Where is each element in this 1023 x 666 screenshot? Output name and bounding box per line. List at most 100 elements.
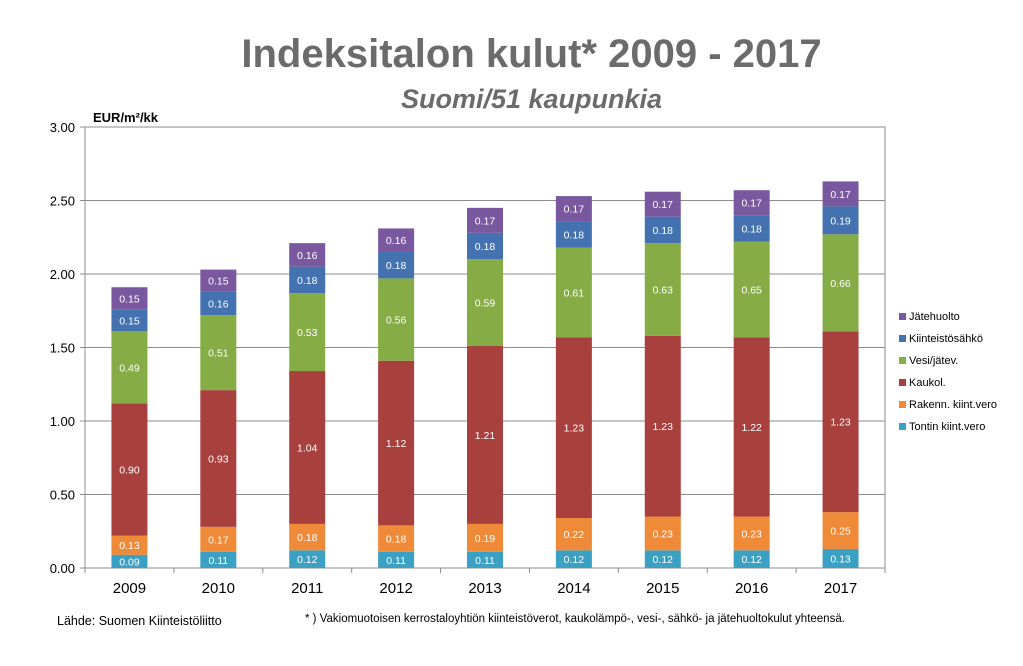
bar-segment (467, 232, 503, 260)
data-label: 1.23 (830, 417, 851, 429)
data-label: 0.25 (830, 526, 851, 538)
bar-segment (822, 548, 859, 568)
y-tick-label: 2.00 (50, 267, 75, 282)
data-label: 0.56 (386, 315, 407, 327)
data-label: 0.93 (208, 453, 229, 465)
legend-swatch (899, 335, 906, 342)
legend-label: Rakenn. kiint.vero (909, 399, 997, 411)
bar-segment (200, 315, 237, 391)
bar-segment (733, 337, 770, 517)
legend-swatch (899, 313, 906, 320)
bar-segment (644, 550, 681, 568)
bar-segment (733, 550, 770, 568)
bar-segment (467, 259, 503, 347)
bar-segment (467, 523, 503, 552)
bar-segment (200, 551, 237, 568)
bar-segment (200, 269, 237, 292)
bar-segment (289, 293, 326, 372)
data-label: 0.18 (386, 260, 407, 272)
y-tick-label: 1.00 (50, 414, 75, 429)
y-tick-label: 1.50 (50, 341, 75, 356)
data-label: 0.53 (297, 327, 318, 339)
bar-segment (555, 247, 592, 338)
y-tick-label: 0.50 (50, 488, 75, 503)
bar-segment (378, 551, 415, 568)
data-label: 0.18 (741, 223, 762, 235)
bar-segment (111, 403, 148, 536)
x-category-label: 2010 (202, 580, 235, 597)
legend-swatch (899, 379, 906, 386)
data-label: 0.18 (475, 241, 496, 253)
data-label: 0.11 (386, 555, 406, 567)
bar-segment (644, 191, 681, 217)
y-tick-label: 2.50 (50, 194, 75, 209)
data-label: 0.51 (208, 348, 229, 360)
data-label: 0.49 (119, 362, 140, 374)
bar-segment (822, 206, 859, 235)
bar-segment (378, 251, 415, 279)
bar-segment (200, 291, 237, 316)
data-label: 0.17 (475, 215, 496, 227)
x-category-label: 2013 (468, 580, 501, 597)
x-category-label: 2015 (646, 580, 679, 597)
data-label: 1.23 (564, 423, 585, 435)
x-category-label: 2017 (824, 580, 857, 597)
bar-segment (289, 266, 326, 294)
bar-segment (289, 523, 326, 551)
data-label: 0.12 (297, 554, 318, 566)
footnote: * ) Vakiomuotoisen kerrostaloyhtiön kiin… (305, 613, 845, 625)
bar-segment (200, 526, 237, 552)
legend-swatch (899, 423, 906, 430)
data-label: 0.15 (208, 276, 229, 288)
x-category-label: 2011 (291, 580, 323, 597)
legend-swatch (899, 357, 906, 364)
data-label: 0.63 (653, 284, 674, 296)
data-label: 0.13 (830, 553, 851, 565)
x-category-label: 2014 (557, 580, 590, 597)
data-label: 0.17 (564, 204, 585, 216)
chart-title: Indeksitalon kulut* 2009 - 2017 (241, 32, 822, 76)
legend-label: Vesi/jätev. (909, 355, 958, 367)
bar-segment (378, 360, 415, 526)
legend-label: Jätehuolto (909, 311, 960, 323)
data-label: 0.65 (741, 284, 762, 296)
data-label: 0.90 (119, 465, 140, 477)
legend-swatch (899, 401, 906, 408)
y-axis-unit-label: EUR/m²/kk (93, 110, 159, 125)
bar-segment (378, 278, 415, 361)
source-note: Lähde: Suomen Kiinteistöliitto (57, 614, 222, 628)
data-label: 0.12 (564, 554, 585, 566)
data-label: 0.23 (653, 528, 674, 540)
y-tick-label: 0.00 (50, 561, 75, 576)
bar-segment (111, 331, 148, 404)
bar-segment (822, 181, 859, 207)
bar-segment (644, 216, 681, 244)
bar-segment (555, 337, 592, 519)
bar-segment (200, 390, 237, 527)
data-label: 0.16 (208, 298, 229, 310)
data-label: 0.11 (208, 555, 228, 567)
data-label: 0.18 (297, 275, 318, 287)
data-label: 0.23 (741, 528, 762, 540)
bar-segment (467, 207, 503, 233)
bar-segment (467, 346, 503, 524)
x-category-label: 2012 (379, 580, 412, 597)
bar-segment (644, 243, 681, 336)
chart-subtitle: Suomi/51 kaupunkia (400, 84, 663, 114)
data-label: 0.09 (119, 556, 140, 568)
data-label: 0.17 (208, 534, 229, 546)
data-label: 1.23 (653, 421, 674, 433)
bar-segment (555, 196, 592, 222)
x-category-label: 2009 (113, 580, 146, 597)
bar-segment (289, 243, 326, 267)
data-label: 0.18 (297, 532, 318, 544)
data-label: 1.21 (475, 430, 496, 442)
data-label: 0.16 (386, 235, 407, 247)
bar-segment (644, 516, 681, 551)
data-label: 0.19 (475, 533, 496, 545)
data-label: 0.11 (475, 555, 495, 567)
bar-segment (111, 554, 148, 568)
bar-segment (378, 525, 415, 552)
data-label: 0.61 (564, 287, 585, 299)
x-category-label: 2016 (735, 580, 768, 597)
